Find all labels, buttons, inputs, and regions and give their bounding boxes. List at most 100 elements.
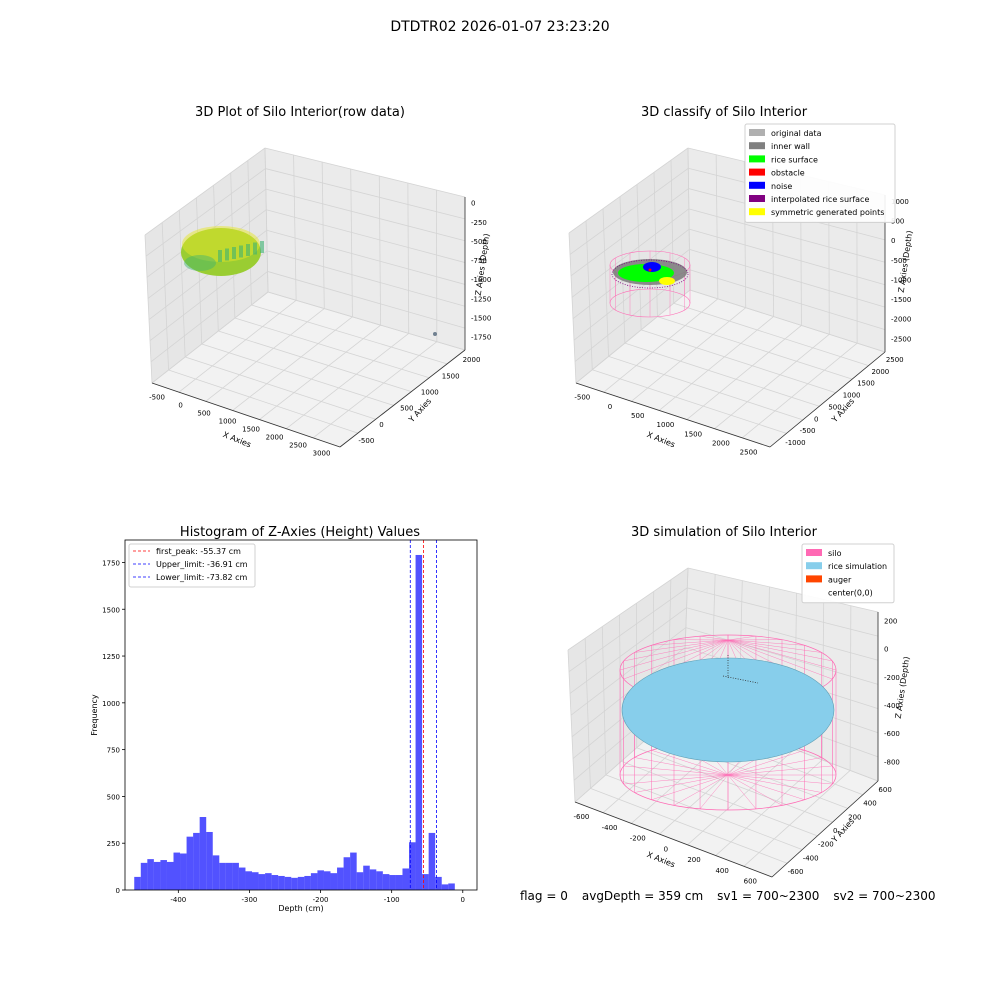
cls-legend-swatch xyxy=(749,142,765,150)
hist-ytick-label: 250 xyxy=(107,840,120,848)
cls-legend-swatch xyxy=(749,155,765,163)
raw-gridline xyxy=(378,175,381,326)
sim-silo-floor-spoke xyxy=(727,774,757,809)
sim-auger-arm xyxy=(722,675,759,684)
cls-symmetric-points xyxy=(659,277,675,285)
cls-gridline xyxy=(641,329,836,394)
sim-gridline xyxy=(686,607,879,661)
hist-xtick-label: 0 xyxy=(461,896,465,904)
hist-bar xyxy=(153,861,161,890)
cls-gridline xyxy=(689,228,886,286)
raw-point-cloud-rib xyxy=(218,250,222,262)
cls-xtick-label: 2500 xyxy=(740,449,758,457)
sim-xtick-label: -200 xyxy=(630,835,646,843)
sim-ztick-label: -200 xyxy=(884,674,900,682)
hist-bar xyxy=(356,872,364,890)
raw-gridline xyxy=(185,356,376,420)
cls-gridline xyxy=(624,342,820,407)
cls-pane xyxy=(576,290,885,447)
cls-interpolated-surface xyxy=(611,259,689,289)
sim-axis-line xyxy=(574,801,773,878)
cls-xtick-label: 1000 xyxy=(657,421,675,429)
hist-bar xyxy=(337,867,344,890)
sim-gridline xyxy=(567,649,576,803)
sim-silo-roof-spoke xyxy=(651,639,729,646)
cls-xtick-label: 0 xyxy=(608,403,612,411)
hist-ytick-label: 750 xyxy=(107,747,120,755)
raw-ytick-label: 0 xyxy=(379,421,383,429)
hist-bar xyxy=(134,876,141,890)
hist-bar xyxy=(219,862,226,890)
simulation-3d-plot: -600-400-2000200400600-600-400-200020040… xyxy=(567,543,911,886)
raw-gridline xyxy=(251,304,448,365)
hist-ytick-label: 500 xyxy=(107,793,120,801)
raw-gridline xyxy=(232,316,353,411)
hist-bar xyxy=(212,855,220,890)
sim-silo-floor-spoke xyxy=(727,774,783,806)
raw-xtick-label: 3000 xyxy=(313,449,331,457)
sim-gridline xyxy=(687,567,879,613)
hist-bar xyxy=(258,874,266,890)
cls-gridline xyxy=(608,356,803,421)
raw-axis-line xyxy=(339,349,466,448)
figure-title: DTDTR02 2026-01-07 23:23:20 xyxy=(390,19,609,35)
raw-xtick-label: -500 xyxy=(149,393,165,401)
raw-xtick-label: 1500 xyxy=(242,425,260,433)
sim-legend-label: center(0,0) xyxy=(828,589,873,598)
sim-ytick-label: 400 xyxy=(863,800,876,808)
hist-bar xyxy=(389,875,396,890)
cls-ytick-label: 1000 xyxy=(843,392,861,400)
cls-ztick-label: -2500 xyxy=(891,335,911,343)
raw-gridline xyxy=(264,147,466,198)
cls-xtick-label: -500 xyxy=(574,394,590,402)
sim-ytick-label: -400 xyxy=(803,854,819,862)
hist-bar xyxy=(180,853,187,890)
cls-gridline xyxy=(569,167,689,255)
cls-legend-label: symmetric generated points xyxy=(771,208,884,217)
raw-pane xyxy=(152,292,465,447)
hist-bar xyxy=(265,873,272,890)
histogram-title: Histogram of Z-Axies (Height) Values xyxy=(180,525,420,540)
hist-ytick-label: 1500 xyxy=(102,606,120,614)
sim-ztick-label: 200 xyxy=(884,617,897,625)
cls-gridline xyxy=(688,208,886,263)
cls-legend-label: original data xyxy=(771,129,822,138)
raw-ztick-label: -1000 xyxy=(471,276,491,284)
hist-bar xyxy=(199,817,207,890)
sim-silo-floor-spoke xyxy=(651,750,729,776)
sim-gridline xyxy=(590,788,788,864)
raw-ztick-label: -1500 xyxy=(471,314,491,322)
cls-legend-label: inner wall xyxy=(771,142,810,151)
hist-ytick-label: 0 xyxy=(116,887,120,895)
cls-xtick-label: 500 xyxy=(631,412,644,420)
cls-gridline xyxy=(631,307,746,402)
raw-ztick-label: -500 xyxy=(471,238,487,246)
status-footer: flag = 0 avgDepth = 359 cm sv1 = 700~2300 s… xyxy=(520,889,950,903)
sim-silo-roof-spoke xyxy=(634,639,729,653)
sim-legend-swatch xyxy=(806,562,822,570)
hist-legend-box xyxy=(128,543,256,588)
sim-silo-floor-spoke xyxy=(727,774,805,800)
raw-gridline xyxy=(312,341,438,439)
raw-xtick-label: 2000 xyxy=(266,433,284,441)
sim-xtick-label: -600 xyxy=(573,813,589,821)
sim-gridline xyxy=(687,587,879,637)
raw-point-cloud-rib xyxy=(225,248,229,261)
sim-silo-floor-spoke xyxy=(699,774,729,809)
hist-legend-label: first_peak: -55.37 cm xyxy=(156,547,241,556)
cls-ztick-label: 1000 xyxy=(891,198,909,206)
hist-plot-area xyxy=(125,540,477,890)
raw-gridline xyxy=(267,250,466,307)
hist-bar xyxy=(245,871,253,890)
raw-gridline xyxy=(145,168,266,257)
cls-legend-swatch xyxy=(749,181,765,189)
raw-point-cloud-shade xyxy=(184,255,216,271)
sim-gridline xyxy=(568,587,688,673)
raw-ztick-label: -750 xyxy=(471,257,487,265)
sim-ztick-label: -600 xyxy=(884,730,900,738)
hist-bar xyxy=(350,852,357,890)
raw-gridline xyxy=(144,147,266,236)
raw-ytick-label: 500 xyxy=(400,405,413,413)
hist-xtick-label: -200 xyxy=(313,896,329,904)
